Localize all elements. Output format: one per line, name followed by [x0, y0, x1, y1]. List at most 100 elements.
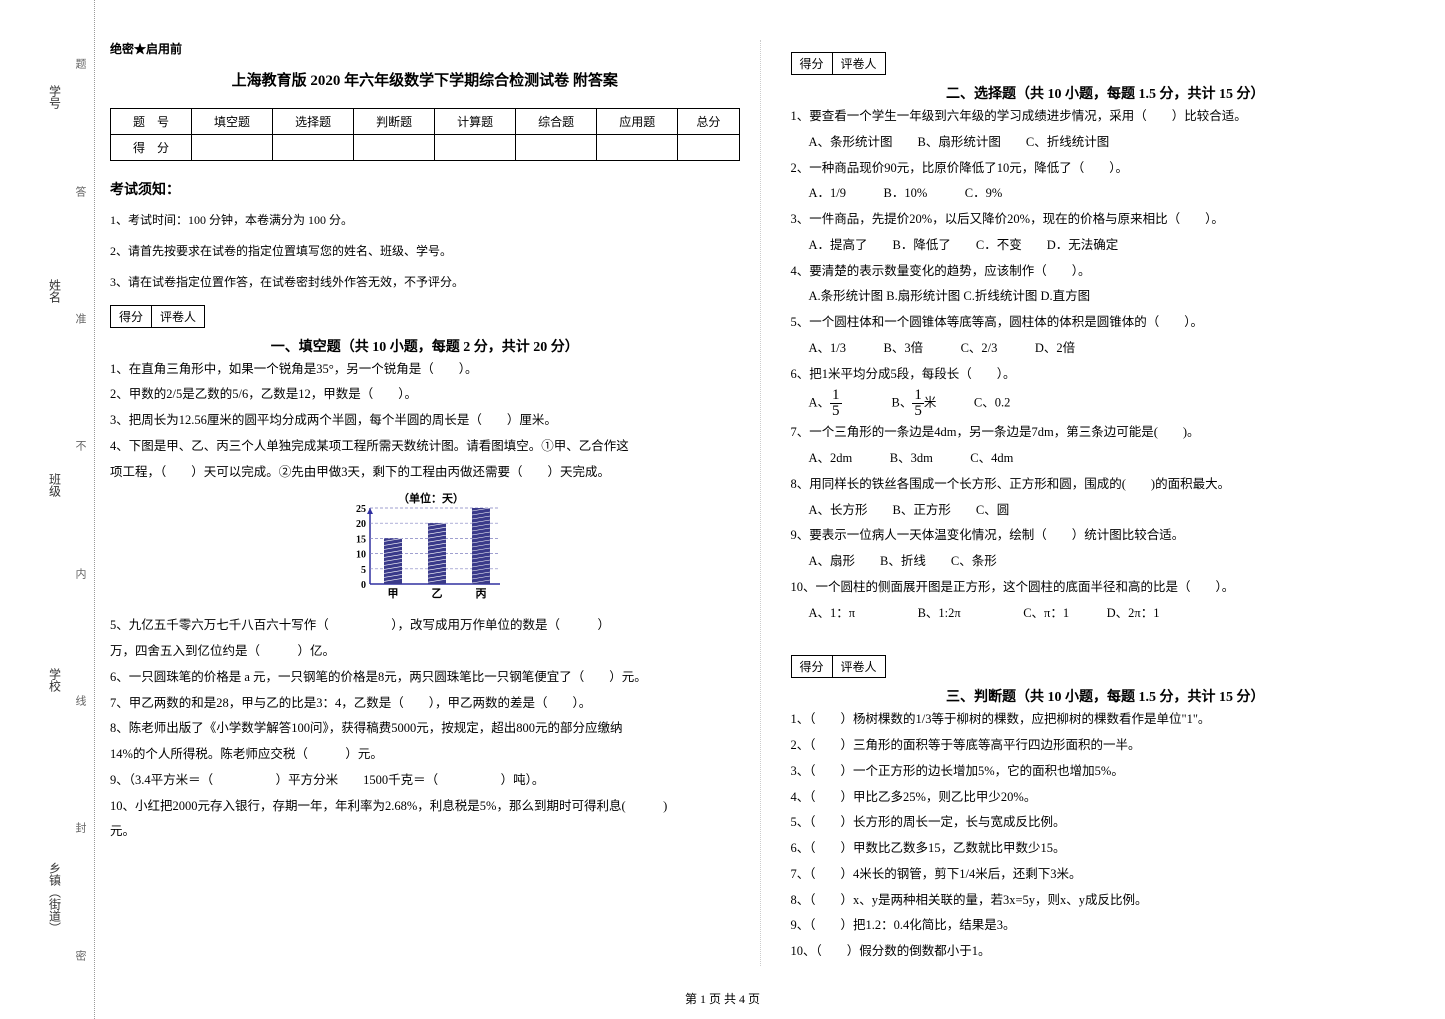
- binding-inner: 不: [72, 440, 88, 451]
- section1-header: 得分 评卷人: [110, 305, 740, 328]
- svg-text:10: 10: [356, 550, 366, 561]
- question: 8、用同样长的铁丝各围成一个长方形、正方形和圆，围成的( )的面积最大。: [791, 473, 1421, 497]
- binding-inner-labels: 题 答 准 不 内 线 封 密: [70, 0, 90, 1019]
- svg-text:0: 0: [361, 580, 366, 591]
- question: 7、甲乙两数的和是28，甲与乙的比是3：4，乙数是（ ），甲乙两数的差是（ ）。: [110, 692, 740, 716]
- question: 3、（ ）一个正方形的边长增加5%，它的面积也增加5%。: [791, 760, 1421, 784]
- score-box-label: 得分: [792, 53, 833, 74]
- binding-inner: 封: [72, 822, 88, 833]
- question: 4、下图是甲、乙、丙三个人单独完成某项工程所需天数统计图。请看图填空。①甲、乙合…: [110, 435, 740, 459]
- binding-outer-labels: 学号 姓名 班级 学校 乡镇（街道）: [40, 0, 70, 1019]
- question: 万，四舍五入到亿位约是（ ）亿。: [110, 640, 740, 664]
- score-box-label: 评卷人: [833, 656, 885, 677]
- question: 1、要查看一个学生一年级到六年级的学习成绩进步情况，采用（ ）比较合适。: [791, 105, 1421, 129]
- section2-header: 得分 评卷人: [791, 52, 1421, 75]
- th: 题 号: [111, 109, 192, 135]
- question: 2、（ ）三角形的面积等于等底等高平行四边形面积的一半。: [791, 734, 1421, 758]
- bar-chart: （单位：天）2520151050甲乙丙: [110, 492, 740, 606]
- question: 元。: [110, 820, 740, 844]
- binding-inner: 内: [72, 568, 88, 579]
- td: [273, 135, 354, 161]
- svg-text:25: 25: [356, 504, 366, 515]
- binding-label: 乡镇（街道）: [47, 862, 64, 934]
- question: 项工程，（ ）天可以完成。②先由甲做3天，剩下的工程由丙做还需要（ ）天完成。: [110, 461, 740, 485]
- notice-item: 2、请首先按要求在试卷的指定位置填写您的姓名、班级、学号。: [110, 242, 740, 261]
- th: 判断题: [354, 109, 435, 135]
- score-box: 得分 评卷人: [110, 305, 205, 328]
- options: A、扇形 B、折线 C、条形: [791, 550, 1421, 574]
- svg-text:20: 20: [356, 520, 366, 531]
- td: 得 分: [111, 135, 192, 161]
- th: 总分: [678, 109, 739, 135]
- notice-item: 1、考试时间：100 分钟，本卷满分为 100 分。: [110, 211, 740, 230]
- options: A、15 B、15米 C、0.2: [791, 388, 1421, 419]
- question: 9、（ ）把1.2：0.4化简比，结果是3。: [791, 914, 1421, 938]
- binding-label: 姓名: [47, 279, 64, 303]
- svg-text:（单位：天）: （单位：天）: [398, 492, 464, 505]
- score-box: 得分 评卷人: [791, 52, 886, 75]
- question: 3、把周长为12.56厘米的圆平均分成两个半圆，每个半圆的周长是（ ）厘米。: [110, 409, 740, 433]
- exam-title: 上海教育版 2020 年六年级数学下学期综合检测试卷 附答案: [110, 69, 740, 90]
- th: 计算题: [435, 109, 516, 135]
- table-row: 得 分: [111, 135, 740, 161]
- question: 2、一种商品现价90元，比原价降低了10元，降低了（ ）。: [791, 157, 1421, 181]
- question: 14%的个人所得税。陈老师应交税（ ）元。: [110, 743, 740, 767]
- svg-text:乙: 乙: [431, 587, 442, 600]
- question: 2、甲数的2/5是乙数的5/6，乙数是12，甲数是（ ）。: [110, 383, 740, 407]
- question: 5、（ ）长方形的周长一定，长与宽成反比例。: [791, 811, 1421, 835]
- page-footer: 第 1 页 共 4 页: [0, 990, 1445, 1007]
- question: 5、一个圆柱体和一个圆锥体等底等高，圆柱体的体积是圆锥体的（ ）。: [791, 311, 1421, 335]
- binding-inner: 准: [72, 313, 88, 324]
- binding-inner: 答: [72, 186, 88, 197]
- question: 5、九亿五千零六万七千八百六十写作（ ），改写成用万作单位的数是（ ）: [110, 614, 740, 638]
- svg-text:15: 15: [356, 535, 366, 546]
- td: [192, 135, 273, 161]
- question: 4、要清楚的表示数量变化的趋势，应该制作（ ）。: [791, 260, 1421, 284]
- question: 9、要表示一位病人一天体温变化情况，绘制（ ）统计图比较合适。: [791, 524, 1421, 548]
- question: 1、在直角三角形中，如果一个锐角是35°，另一个锐角是（ ）。: [110, 358, 740, 382]
- score-box: 得分 评卷人: [791, 655, 886, 678]
- options: A、1/3 B、3倍 C、2/3 D、2倍: [791, 337, 1421, 361]
- score-box-label: 得分: [111, 306, 152, 327]
- svg-text:甲: 甲: [387, 587, 398, 600]
- binding-inner: 线: [72, 695, 88, 706]
- secret-label: 绝密★启用前: [110, 40, 740, 57]
- td: [516, 135, 597, 161]
- question: 6、（ ）甲数比乙数多15，乙数就比甲数少15。: [791, 837, 1421, 861]
- options: A、条形统计图 B、扇形统计图 C、折线统计图: [791, 131, 1421, 155]
- question: 7、（ ）4米长的钢管，剪下1/4米后，还剩下3米。: [791, 863, 1421, 887]
- notice-item: 3、请在试卷指定位置作答，在试卷密封线外作答无效，不予评分。: [110, 273, 740, 292]
- question: 6、把1米平均分成5段，每段长（ ）。: [791, 363, 1421, 387]
- score-box-label: 评卷人: [152, 306, 204, 327]
- binding-label: 学校: [47, 668, 64, 692]
- right-column: 得分 评卷人 二、选择题（共 10 小题，每题 1.5 分，共计 15 分） 1…: [791, 40, 1421, 966]
- th: 填空题: [192, 109, 273, 135]
- question: 6、一只圆珠笔的价格是 a 元，一只钢笔的价格是8元，两只圆珠笔比一只钢笔便宜了…: [110, 666, 740, 690]
- binding-label: 班级: [47, 473, 64, 497]
- options: A．1/9 B．10% C．9%: [791, 182, 1421, 206]
- section2-title: 二、选择题（共 10 小题，每题 1.5 分，共计 15 分）: [791, 83, 1421, 103]
- page-content: 绝密★启用前 上海教育版 2020 年六年级数学下学期综合检测试卷 附答案 题 …: [110, 40, 1420, 966]
- section3-header: 得分 评卷人: [791, 655, 1421, 678]
- options: A、长方形 B、正方形 C、圆: [791, 499, 1421, 523]
- options: A.条形统计图 B.扇形统计图 C.折线统计图 D.直方图: [791, 285, 1421, 309]
- options: A．提高了 B．降低了 C．不变 D．无法确定: [791, 234, 1421, 258]
- score-box-label: 评卷人: [833, 53, 885, 74]
- notice-title: 考试须知：: [110, 179, 740, 199]
- question: 10、小红把2000元存入银行，存期一年，年利率为2.68%，利息税是5%，那么…: [110, 795, 740, 819]
- table-row: 题 号 填空题 选择题 判断题 计算题 综合题 应用题 总分: [111, 109, 740, 135]
- binding-inner: 题: [72, 58, 88, 69]
- binding-inner: 密: [72, 950, 88, 961]
- section3-title: 三、判断题（共 10 小题，每题 1.5 分，共计 15 分）: [791, 686, 1421, 706]
- td: [354, 135, 435, 161]
- section1-title: 一、填空题（共 10 小题，每题 2 分，共计 20 分）: [110, 336, 740, 356]
- options: A、2dm B、3dm C、4dm: [791, 447, 1421, 471]
- question: 3、一件商品，先提价20%，以后又降价20%，现在的价格与原来相比（ ）。: [791, 208, 1421, 232]
- td: [435, 135, 516, 161]
- question: 4、（ ）甲比乙多25%，则乙比甲少20%。: [791, 786, 1421, 810]
- question: 8、（ ）x、y是两种相关联的量，若3x=5y，则x、y成反比例。: [791, 889, 1421, 913]
- score-summary-table: 题 号 填空题 选择题 判断题 计算题 综合题 应用题 总分 得 分: [110, 108, 740, 161]
- th: 综合题: [516, 109, 597, 135]
- question: 1、（ ）杨树棵数的1/3等于柳树的棵数，应把柳树的棵数看作是单位"1"。: [791, 708, 1421, 732]
- question: 8、陈老师出版了《小学数学解答100问》，获得稿费5000元，按规定，超出800…: [110, 717, 740, 741]
